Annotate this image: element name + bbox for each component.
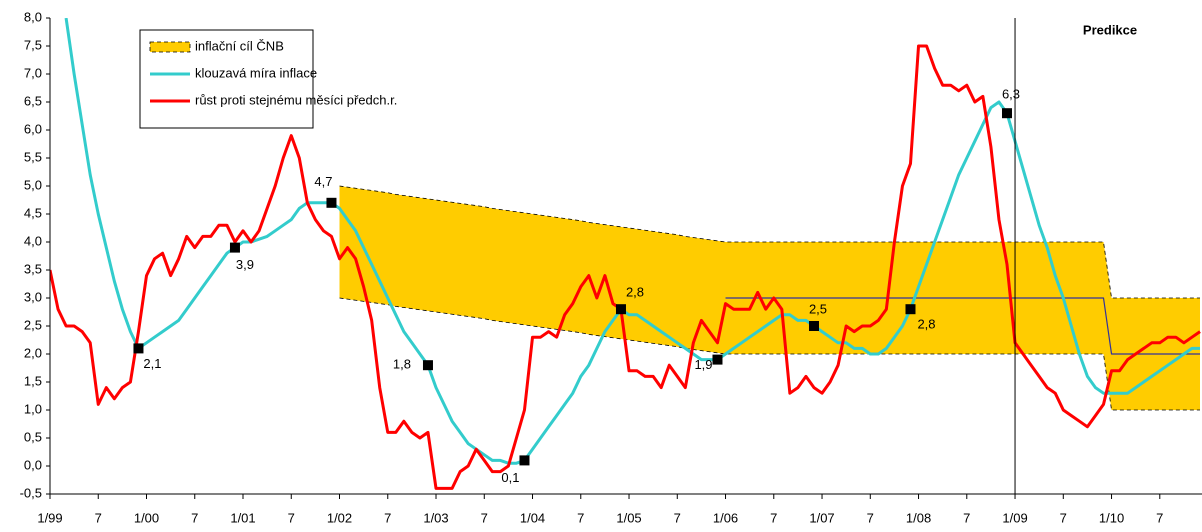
x-tick-label: 7 bbox=[481, 510, 488, 525]
marker bbox=[133, 343, 144, 354]
y-tick-label: -0,5 bbox=[20, 485, 42, 500]
marker bbox=[229, 242, 240, 253]
x-tick-label: 7 bbox=[577, 510, 584, 525]
moving-average-line bbox=[64, 18, 1200, 465]
y-tick-label: 2,5 bbox=[24, 317, 42, 332]
x-tick-label: 1/07 bbox=[809, 510, 834, 525]
y-tick-label: 7,5 bbox=[24, 37, 42, 52]
legend: inflační cíl ČNB klouzavá míra inflace růs… bbox=[139, 29, 397, 129]
legend-label: klouzavá míra inflace bbox=[195, 65, 317, 80]
x-tick-label: 1/02 bbox=[327, 510, 352, 525]
legend-label: inflační cíl ČNB bbox=[195, 38, 284, 53]
y-tick-label: 4,0 bbox=[24, 233, 42, 248]
marker-label: 0,1 bbox=[501, 470, 519, 485]
y-tick-label: 3,0 bbox=[24, 289, 42, 304]
legend-swatch bbox=[149, 41, 191, 53]
band-lower-edge bbox=[339, 297, 1200, 411]
marker-label: 6,3 bbox=[1002, 87, 1020, 102]
plot-area bbox=[50, 18, 1201, 490]
target-line bbox=[725, 297, 1200, 355]
x-tick-label: 7 bbox=[963, 510, 970, 525]
legend-label: růst proti stejnému měsíci předch.r. bbox=[195, 92, 397, 107]
y-tick-label: 1,5 bbox=[24, 373, 42, 388]
x-tick-label: 1/06 bbox=[713, 510, 738, 525]
y-tick-label: 5,5 bbox=[24, 149, 42, 164]
marker-label: 2,8 bbox=[626, 285, 644, 300]
y-tick-label: 4,5 bbox=[24, 205, 42, 220]
marker-label: 2,5 bbox=[809, 301, 827, 316]
marker bbox=[712, 354, 723, 365]
y-tick-label: 0,0 bbox=[24, 457, 42, 472]
y-tick-label: 6,5 bbox=[24, 93, 42, 108]
x-tick-label: 7 bbox=[384, 510, 391, 525]
x-tick-label: 1/08 bbox=[906, 510, 931, 525]
marker bbox=[1001, 108, 1012, 119]
y-tick-label: 2,0 bbox=[24, 345, 42, 360]
marker-label: 2,8 bbox=[917, 317, 935, 332]
y-tick-label: 0,5 bbox=[24, 429, 42, 444]
marker-label: 1,8 bbox=[393, 357, 411, 372]
band-upper-edge bbox=[339, 185, 1200, 299]
x-tick-label: 1/05 bbox=[616, 510, 641, 525]
y-tick-label: 1,0 bbox=[24, 401, 42, 416]
marker bbox=[808, 321, 819, 331]
x-tick-label: 1/99 bbox=[37, 510, 62, 525]
x-tick-label: 1/03 bbox=[423, 510, 448, 525]
marker-label: 3,9 bbox=[236, 257, 254, 272]
marker-label: 4,7 bbox=[314, 174, 332, 189]
x-tick-label: 7 bbox=[1156, 510, 1163, 525]
x-tick-label: 1/10 bbox=[1099, 510, 1124, 525]
x-tick-label: 1/00 bbox=[134, 510, 159, 525]
forecast-label: Predikce bbox=[1083, 22, 1137, 37]
x-tick-label: 7 bbox=[867, 510, 874, 525]
x-tick-label: 1/01 bbox=[230, 510, 255, 525]
marker bbox=[326, 197, 337, 208]
marker bbox=[422, 360, 433, 371]
y-tick-label: 5,0 bbox=[24, 177, 42, 192]
yoy-line bbox=[50, 44, 1201, 490]
marker-label: 1,9 bbox=[694, 357, 712, 372]
x-tick-label: 7 bbox=[288, 510, 295, 525]
marker bbox=[519, 455, 530, 466]
x-tick-label: 7 bbox=[674, 510, 681, 525]
marker bbox=[905, 304, 916, 315]
x-tick-label: 1/09 bbox=[1002, 510, 1027, 525]
marker bbox=[615, 304, 626, 315]
y-tick-label: 7,0 bbox=[24, 65, 42, 80]
y-tick-label: 8,0 bbox=[24, 9, 42, 24]
x-tick-label: 7 bbox=[770, 510, 777, 525]
x-tick-label: 7 bbox=[191, 510, 198, 525]
x-tick-label: 7 bbox=[1060, 510, 1067, 525]
x-tick-label: 1/04 bbox=[520, 510, 545, 525]
marker-label: 2,1 bbox=[143, 356, 161, 371]
y-tick-label: 6,0 bbox=[24, 121, 42, 136]
y-tick-label: 3,5 bbox=[24, 261, 42, 276]
x-tick-label: 7 bbox=[95, 510, 102, 525]
